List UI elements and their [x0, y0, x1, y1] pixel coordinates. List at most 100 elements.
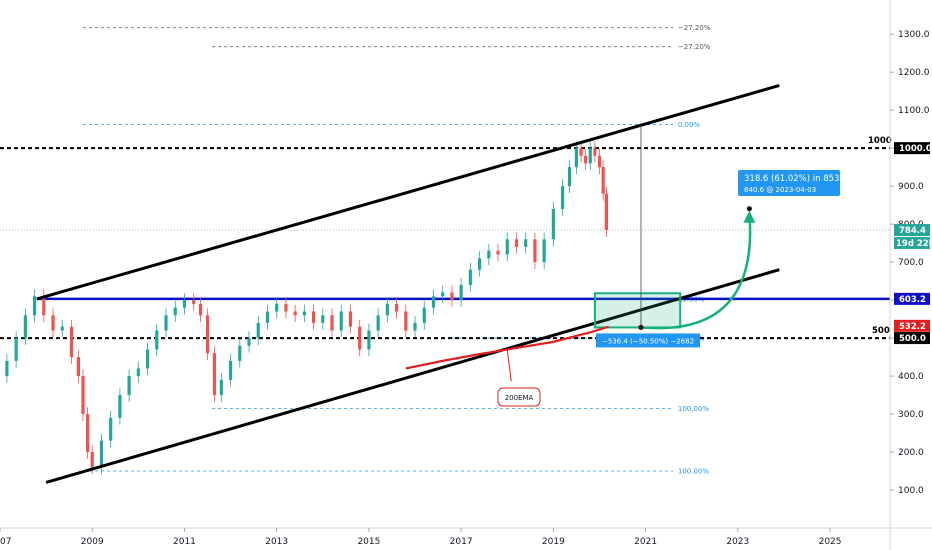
drop-label: −536.4 (−50.50%) −2682: [602, 337, 694, 345]
candle-body: [593, 148, 597, 156]
candle-body: [81, 376, 85, 415]
x-tick-label: 2025: [819, 537, 842, 547]
channel-lower-line: [45, 268, 780, 484]
candle-body: [524, 239, 528, 247]
candle-body: [205, 315, 210, 354]
x-tick-label: 2021: [634, 537, 657, 547]
projection-arrowhead: [743, 210, 756, 223]
candle-body: [450, 292, 454, 301]
x-tick-label: 2019: [542, 537, 565, 547]
candle-body: [284, 303, 288, 312]
ema-label-box: [497, 387, 541, 407]
candle-body: [69, 326, 74, 358]
candle-body: [60, 326, 64, 331]
candle-body: [173, 307, 177, 316]
candle-body: [136, 368, 140, 377]
candle-body: [321, 315, 325, 323]
candle-body: [256, 322, 260, 339]
candle-body: [182, 300, 187, 308]
price-tag-box: [894, 142, 930, 155]
candle-body: [348, 311, 353, 327]
candle-body: [14, 338, 18, 361]
candle-body: [459, 284, 463, 301]
fib-level-label: 100.00%: [678, 468, 709, 476]
price-tag-label: 1000.0: [899, 144, 932, 154]
channel-upper-line: [36, 84, 780, 301]
candle-body: [127, 376, 131, 396]
candle-body: [413, 322, 417, 331]
candle-body: [76, 357, 80, 377]
candle-body: [514, 239, 519, 247]
x-tick-label: 2023: [726, 537, 749, 547]
x-tick-label: 2017: [450, 537, 473, 547]
candle-body: [431, 296, 436, 308]
candle-body: [247, 338, 251, 346]
candle-body: [574, 148, 579, 168]
ema-label: 200EMA: [505, 394, 534, 402]
price-tag-label: 500.0: [899, 334, 926, 344]
candle-body: [542, 239, 546, 263]
target-dot: [746, 206, 752, 212]
x-tick-label: 2013: [265, 537, 288, 547]
fib-level-label: 0.00%: [678, 121, 701, 129]
candle-body: [404, 311, 408, 331]
candle-body: [293, 311, 297, 316]
price-tag-box: [894, 224, 930, 237]
target-label-sub: 840.6 @ 2023-04-03: [744, 186, 816, 194]
candle-body: [164, 315, 168, 331]
candle-body: [99, 440, 104, 468]
candle-body: [192, 300, 196, 304]
candle-body: [212, 353, 217, 396]
candle-body: [275, 303, 279, 312]
annotation-1000: 1000: [868, 136, 892, 146]
candle-body: [5, 360, 9, 377]
fib-level-label: 100.00%: [678, 405, 709, 413]
y-tick-label: 200.0: [898, 448, 924, 458]
candle-body: [86, 414, 90, 453]
price-tag-label: 532.2: [899, 322, 926, 332]
candle-body: [32, 296, 37, 316]
candle-body: [265, 311, 270, 323]
candle-body: [487, 250, 491, 259]
target-label-box: [738, 170, 840, 196]
candle-body: [560, 186, 565, 209]
candle-body: [468, 269, 472, 285]
fib-level-label: −27.20%: [678, 43, 711, 51]
x-tick-label: 2015: [357, 537, 380, 547]
candle-body: [385, 303, 389, 316]
y-tick-label: 400.0: [898, 372, 924, 382]
candle-body: [422, 307, 426, 323]
candle-body: [477, 258, 482, 270]
fib-level-label: −27.20%: [678, 24, 711, 32]
drop-label-box: [596, 333, 700, 348]
candle-body: [109, 417, 113, 441]
price-tag-label: 603.2: [899, 295, 926, 305]
candle-body: [198, 303, 203, 316]
candle-body: [42, 296, 46, 316]
y-tick-label: 1300.0: [898, 30, 930, 40]
candle-body: [90, 452, 94, 468]
x-tick-label: 2009: [81, 537, 104, 547]
candle-body: [23, 315, 27, 339]
countdown-tag-box: [894, 237, 930, 250]
fibonacci-levels: −27.20%−27.20%0.00%61.80%61.80%100.00%10…: [83, 24, 711, 476]
candle-body: [145, 349, 150, 369]
candle-body: [597, 155, 602, 168]
candle-body: [311, 311, 316, 323]
candle-body: [330, 315, 334, 331]
candle-body: [604, 193, 608, 231]
y-tick-label: 300.0: [898, 410, 924, 420]
x-tick-label: 2007: [0, 537, 11, 547]
projection-arrow: [640, 212, 752, 330]
candle-body: [339, 311, 343, 331]
candle-body: [358, 326, 362, 350]
candle-body: [219, 379, 223, 396]
y-tick-label: 1200.0: [898, 68, 930, 78]
candle-body: [367, 330, 371, 350]
candle-body: [601, 167, 605, 194]
candle-body: [551, 208, 555, 240]
trend-channel: [36, 84, 780, 484]
candle-body: [118, 395, 122, 418]
candle-body: [238, 345, 242, 361]
